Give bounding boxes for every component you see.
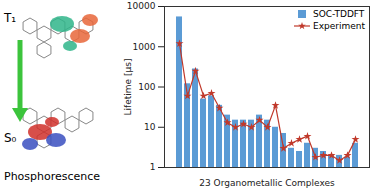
svg-text:T₁: T₁ xyxy=(3,11,16,25)
svg-text:1: 1 xyxy=(150,162,156,172)
svg-text:Lifetime [µs]: Lifetime [µs] xyxy=(123,59,133,116)
html-text:SOC-TDDFT: SOC-TDDFT xyxy=(313,9,365,19)
svg-text:1000: 1000 xyxy=(133,42,156,52)
svg-text:S₀: S₀ xyxy=(4,131,17,145)
svg-text:10: 10 xyxy=(144,122,156,132)
svg-text:Phosphorescence: Phosphorescence xyxy=(4,170,100,183)
svg-text:100: 100 xyxy=(138,82,155,92)
svg-text:23 Organometallic Complexes: 23 Organometallic Complexes xyxy=(199,178,335,188)
svg-text:10000: 10000 xyxy=(127,1,156,11)
html-text:Experiment: Experiment xyxy=(313,21,365,31)
